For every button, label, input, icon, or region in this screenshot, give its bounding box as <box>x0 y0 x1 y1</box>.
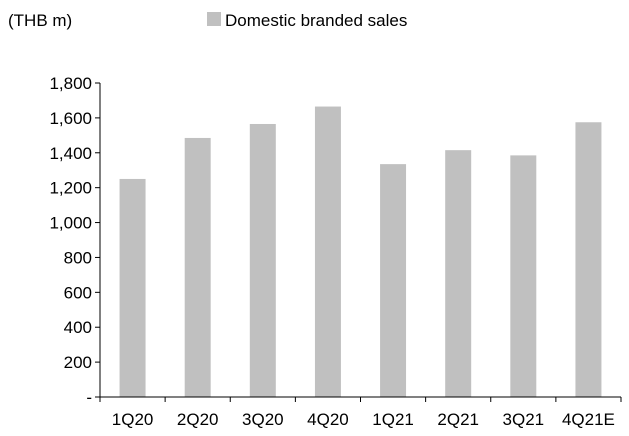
legend-swatch <box>207 12 221 26</box>
y-tick-label-5: 1,000 <box>49 214 92 233</box>
x-tick-label-1Q21: 1Q21 <box>372 410 414 429</box>
x-tick-label-4Q20: 4Q20 <box>307 410 349 429</box>
y-tick-label-6: 1,200 <box>49 179 92 198</box>
x-tick-label-1Q20: 1Q20 <box>112 410 154 429</box>
x-tick-label-3Q20: 3Q20 <box>242 410 284 429</box>
bar-4Q20 <box>314 106 341 398</box>
bars-group <box>119 106 602 398</box>
bar-2Q20 <box>184 137 211 397</box>
bar-2Q21 <box>445 150 472 397</box>
bar-1Q20 <box>119 178 146 397</box>
y-tick-label-9: 1,800 <box>49 74 92 93</box>
y-tick-label-2: 400 <box>64 318 92 337</box>
x-tick-label-3Q21: 3Q21 <box>503 410 545 429</box>
y-tick-label-0: - <box>86 388 92 407</box>
y-tick-label-8: 1,600 <box>49 109 92 128</box>
x-tick-label-2Q20: 2Q20 <box>177 410 219 429</box>
bar-3Q21 <box>510 155 537 397</box>
bar-4Q21E <box>575 122 602 397</box>
x-axis: 1Q20 2Q20 3Q20 4Q20 1Q21 2Q21 3Q21 4Q21E <box>99 396 622 429</box>
y-axis: - 200 400 600 800 1,000 1,200 1,400 1,600 1,800 <box>49 74 101 407</box>
legend: Domestic branded sales <box>207 11 407 30</box>
x-tick-label-4Q21E: 4Q21E <box>562 410 615 429</box>
x-tick-label-2Q21: 2Q21 <box>437 410 479 429</box>
bar-3Q20 <box>249 123 276 398</box>
bar-1Q21 <box>380 164 407 397</box>
legend-label: Domestic branded sales <box>225 11 407 30</box>
y-tick-label-3: 600 <box>64 283 92 302</box>
y-tick-label-4: 800 <box>64 248 92 267</box>
y-tick-label-7: 1,400 <box>49 144 92 163</box>
y-tick-label-1: 200 <box>64 353 92 372</box>
unit-label: (THB m) <box>8 11 72 30</box>
